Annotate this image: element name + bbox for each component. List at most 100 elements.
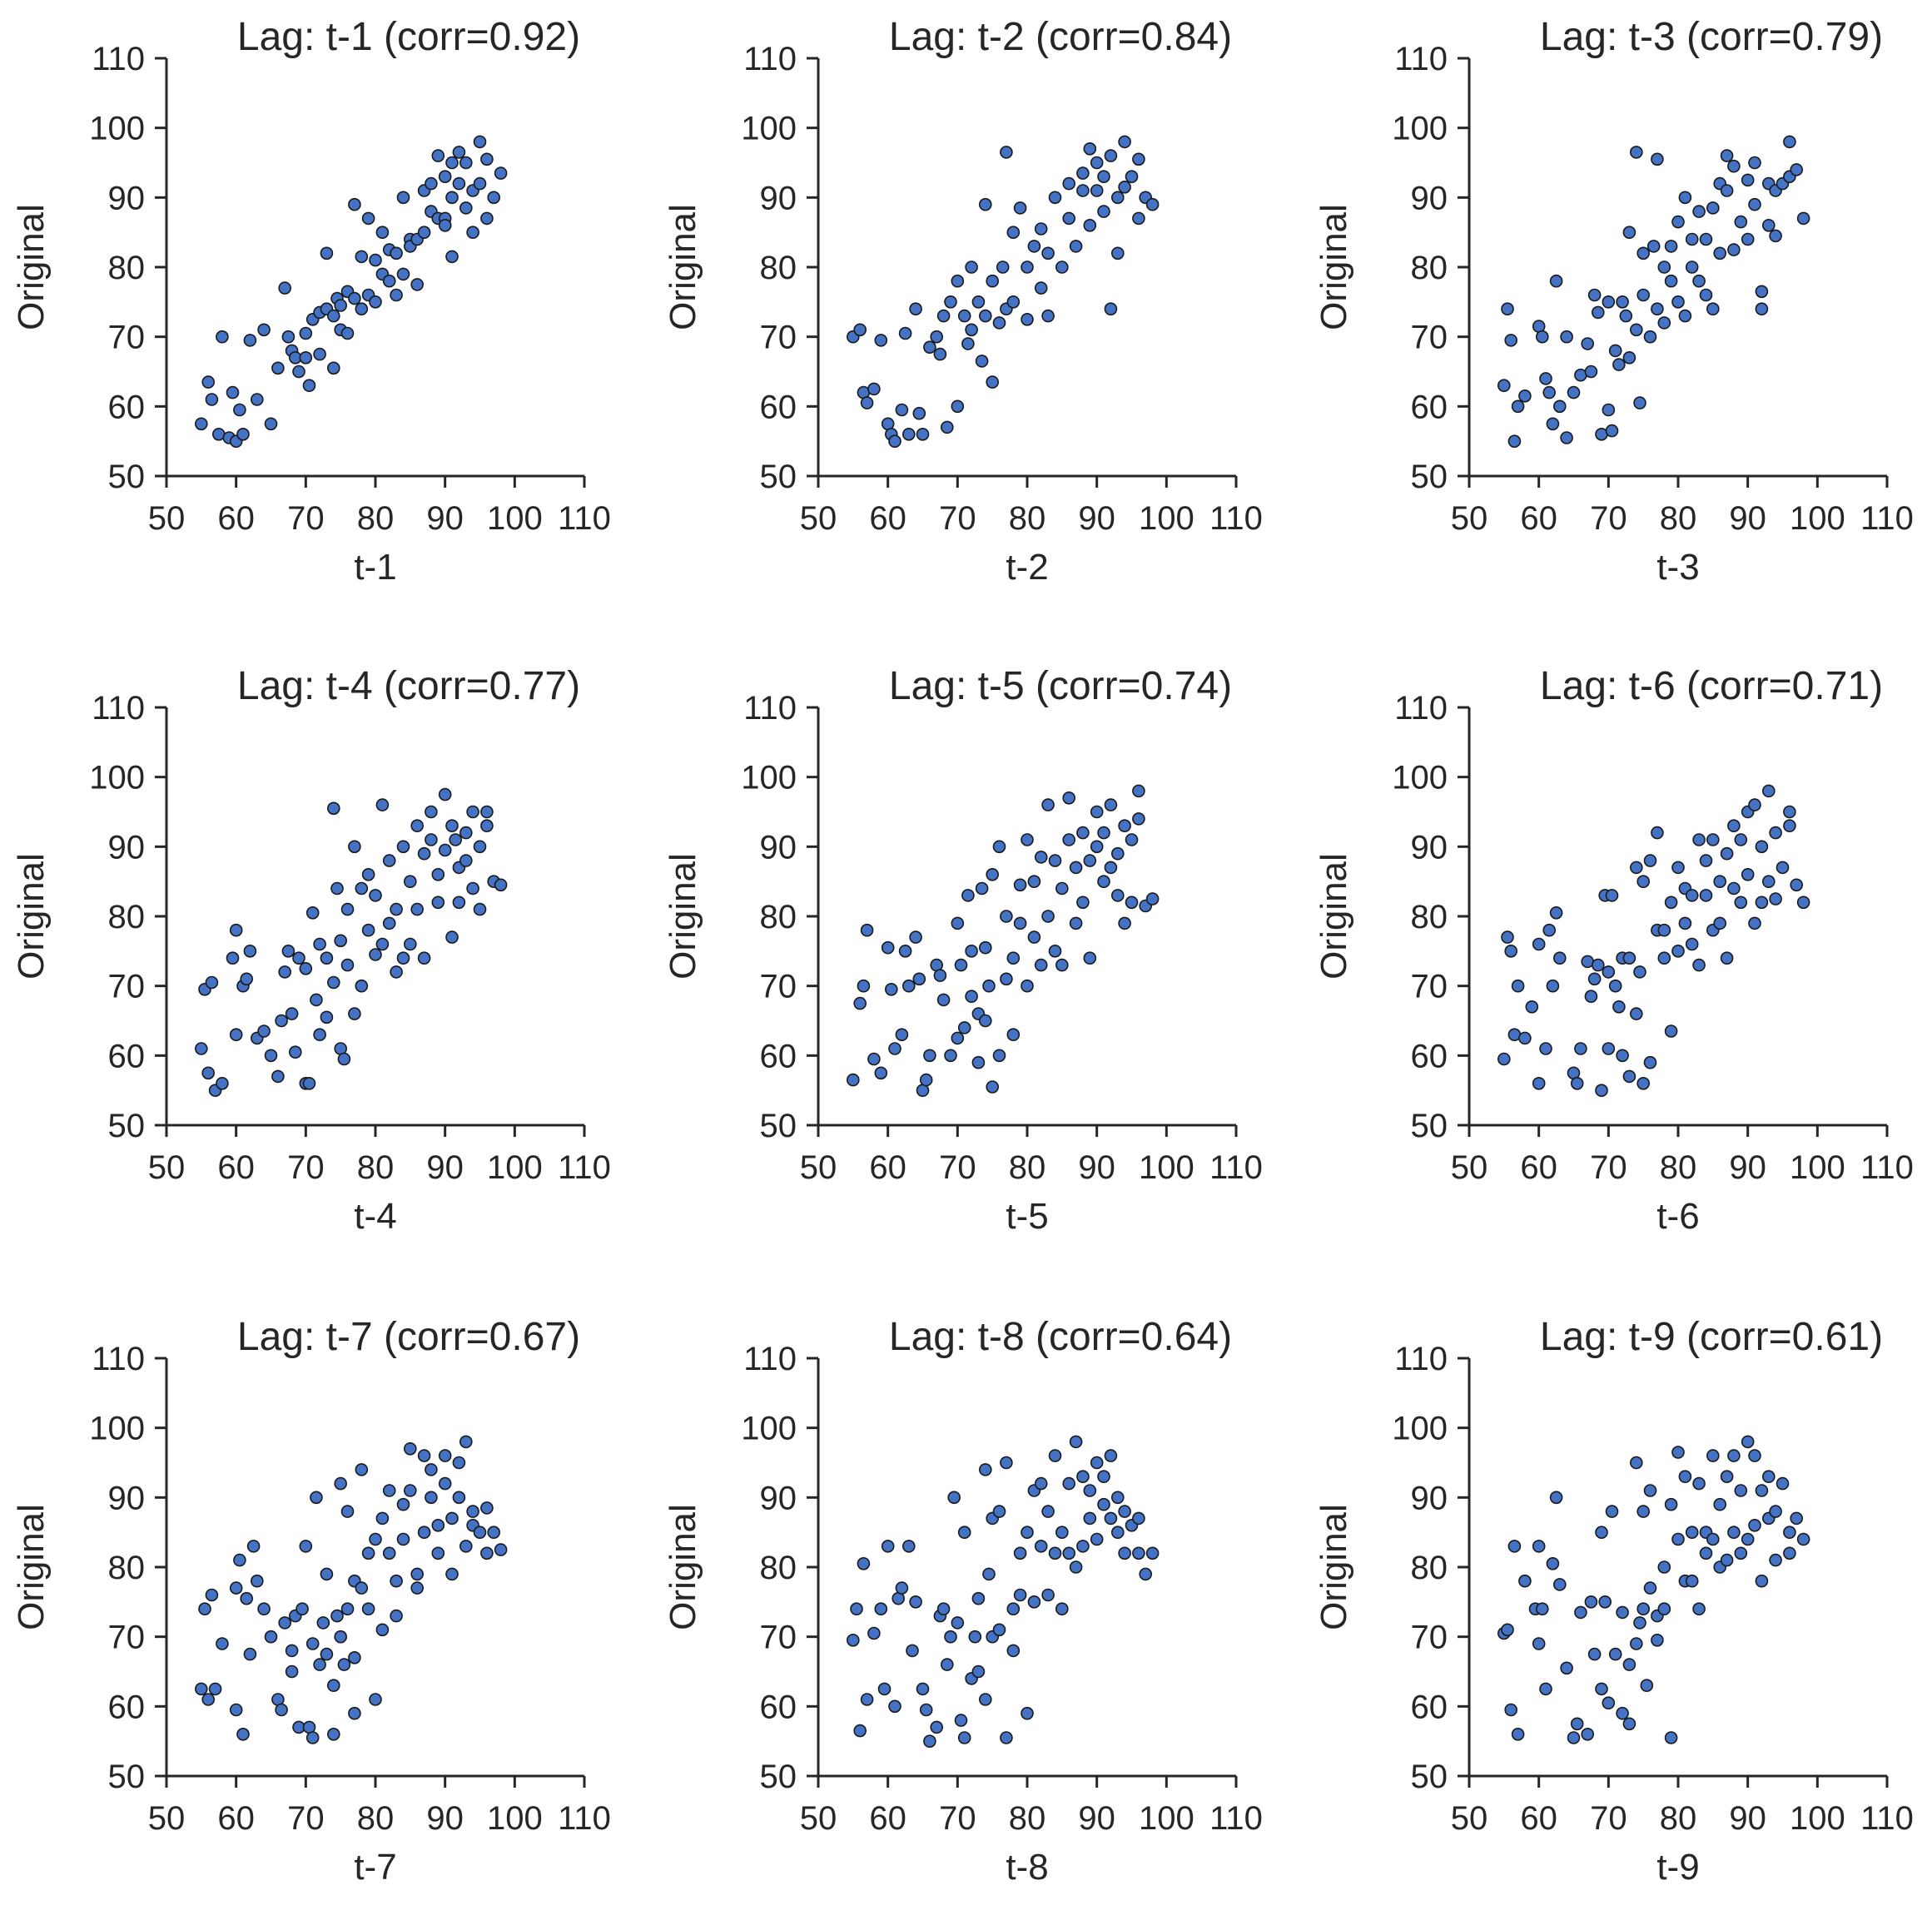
y-tick-label: 50 <box>760 1759 797 1795</box>
scatter-point <box>1643 1055 1657 1069</box>
scatter-point <box>944 295 957 309</box>
scatter-point <box>867 1052 881 1066</box>
scatter-point <box>1090 1532 1104 1546</box>
scatter-point <box>979 940 992 955</box>
scatter-point <box>933 969 947 982</box>
scatter-point <box>340 1602 355 1615</box>
scatter-point <box>1132 1511 1145 1526</box>
x-tick-label: 70 <box>939 500 976 537</box>
x-tick-label: 60 <box>217 500 255 537</box>
scatter-point <box>1539 1682 1552 1696</box>
scatter-point <box>201 375 215 389</box>
x-tick-label: 90 <box>1729 1800 1766 1837</box>
scatter-point <box>1755 302 1769 316</box>
scatter-point <box>1622 350 1636 365</box>
x-tick-label: 110 <box>558 1149 611 1186</box>
scatter-point <box>1118 135 1131 149</box>
scatter-point <box>305 1731 320 1744</box>
x-tick-label: 80 <box>1009 500 1046 537</box>
scatter-point <box>1570 1077 1584 1090</box>
chart-title: Lag: t-3 (corr=0.79) <box>1540 15 1883 59</box>
scatter-point <box>857 1557 871 1570</box>
scatter-point <box>951 1031 965 1045</box>
scatter-point <box>296 1602 309 1615</box>
scatter-point <box>961 337 975 350</box>
scatter-point <box>992 840 1006 854</box>
scatter-point <box>1118 1546 1131 1560</box>
scatter-point <box>1783 1546 1796 1560</box>
scatter-point <box>438 1449 452 1462</box>
scatter-point <box>1083 1511 1097 1526</box>
scatter-point <box>1507 434 1522 449</box>
scatter-point <box>466 805 479 819</box>
scatter-point <box>885 983 898 996</box>
scatter-point <box>1549 1491 1563 1505</box>
scatter-point <box>425 1463 438 1476</box>
scatter-point <box>1727 819 1741 833</box>
scatter-point <box>1762 1470 1776 1483</box>
scatter-point <box>1076 826 1090 840</box>
scatter-point <box>438 170 452 183</box>
subplot-4: 50 60 70 80 90 100 110 50 60 70 80 90 100 110 Lag: t-4… <box>11 664 611 1237</box>
scatter-point <box>1567 385 1581 399</box>
scatter-point <box>1657 951 1671 965</box>
scatter-point <box>1549 274 1563 288</box>
y-tick-label: 70 <box>760 969 797 1005</box>
scatter-point <box>480 1501 494 1515</box>
scatter-point <box>1536 1602 1549 1615</box>
scatter-point <box>1608 979 1622 993</box>
scatter-point <box>431 149 445 162</box>
y-axis-label: Original <box>663 204 703 330</box>
scatter-point <box>1076 1540 1090 1553</box>
y-tick-label: 50 <box>108 1108 146 1144</box>
y-tick-label: 60 <box>108 389 146 425</box>
scatter-point <box>1678 309 1692 323</box>
scatter-point <box>334 934 348 948</box>
scatter-point <box>1048 1546 1062 1560</box>
scatter-point <box>310 993 323 1007</box>
scatter-point <box>1605 424 1619 438</box>
scatter-point <box>452 176 466 191</box>
x-tick-label: 110 <box>1860 500 1914 537</box>
x-tick-label: 70 <box>939 1800 976 1837</box>
scatter-point <box>369 948 382 961</box>
scatter-point <box>923 1049 936 1063</box>
scatter-point <box>1622 226 1636 240</box>
scatter-point <box>229 923 243 937</box>
scatter-point <box>271 1069 285 1084</box>
scatter-point <box>1664 1024 1678 1038</box>
scatter-point <box>236 1728 250 1741</box>
scatter-point <box>410 1567 425 1581</box>
scatter-point <box>1097 205 1110 218</box>
scatter-point <box>1633 965 1646 979</box>
y-tick-label: 100 <box>1392 760 1448 796</box>
scatter-point <box>971 1055 986 1069</box>
x-tick-label: 70 <box>1590 1800 1627 1837</box>
x-tick-label: 100 <box>1139 1800 1194 1837</box>
scatter-point <box>1546 1557 1560 1570</box>
scatter-point <box>888 434 901 449</box>
scatter-point <box>1685 889 1699 902</box>
scatter-point <box>1748 1519 1761 1532</box>
scatter-point <box>957 1526 971 1539</box>
scatter-point <box>1636 246 1650 260</box>
scatter-point <box>1041 798 1055 811</box>
scatter-point <box>944 1630 957 1644</box>
scatter-point <box>403 1442 417 1456</box>
scatter-point <box>1796 895 1810 910</box>
scatter-point <box>299 962 313 975</box>
scatter-point <box>1090 184 1104 197</box>
scatter-point <box>1592 305 1605 320</box>
scatter-point <box>1790 163 1803 176</box>
scatter-point <box>216 1637 229 1650</box>
x-tick-label: 100 <box>487 1800 543 1837</box>
scatter-point <box>1762 218 1776 232</box>
x-tick-label: 90 <box>426 1800 464 1837</box>
scatter-point <box>445 930 459 944</box>
scatter-point <box>1013 1546 1027 1560</box>
scatter-point <box>1034 281 1048 295</box>
scatter-point <box>326 1679 340 1692</box>
scatter-point <box>337 1052 351 1066</box>
scatter-point <box>1727 1449 1741 1462</box>
scatter-point <box>313 347 326 361</box>
